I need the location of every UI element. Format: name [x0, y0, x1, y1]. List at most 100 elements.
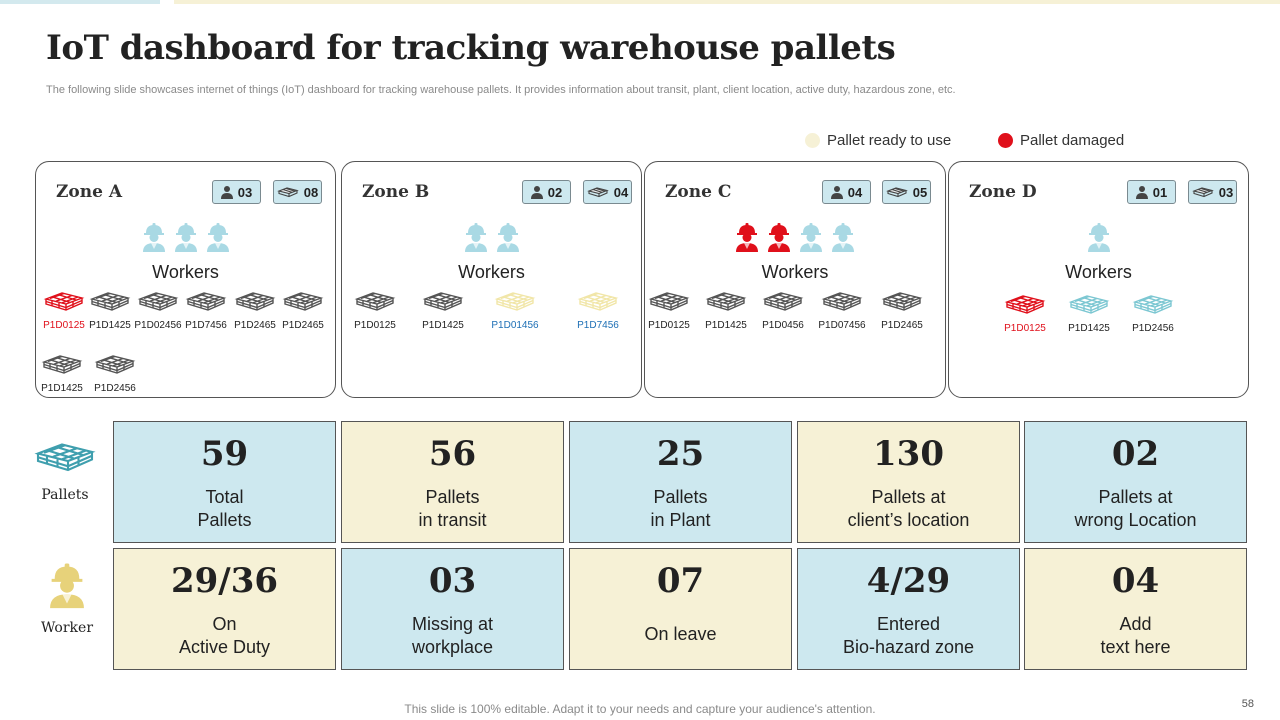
zone-workers-count-badge: 02 [522, 180, 571, 204]
pallet-item[interactable]: P1D1425 [415, 290, 471, 331]
pallet-id: P1D7456 [185, 320, 227, 331]
pallet-item[interactable]: P1D0125 [347, 290, 403, 331]
zone-workers-count-badge: 01 [1127, 180, 1176, 204]
zone-pallets-count-badge: 08 [273, 180, 322, 204]
legend-label: Pallet ready to use [827, 131, 952, 149]
pallet-icon [34, 353, 90, 377]
stat-value: 07 [656, 561, 705, 601]
pallet-item[interactable]: P1D2465 [275, 290, 331, 331]
badge-value: 02 [547, 184, 563, 200]
ready-dot-icon [805, 132, 820, 148]
badge-value: 03 [1218, 184, 1234, 200]
pallet-item[interactable]: P1D0456 [755, 290, 811, 331]
stat-label: Pallets in Plant [650, 487, 711, 530]
pallet-item[interactable]: P1D7456 [570, 290, 626, 331]
worker-icon [830, 222, 856, 257]
pallet-icon [487, 290, 543, 314]
stat-value: 4/29 [866, 561, 951, 601]
pallet-item[interactable]: P1D1425 [698, 290, 754, 331]
pallet-item[interactable]: P1D1425 [1061, 293, 1117, 334]
stat-label: On Active Duty [178, 614, 271, 657]
worker-icon [495, 222, 521, 257]
pallet-id: P1D02456 [134, 320, 182, 331]
pallet-id: P1D2465 [282, 320, 324, 331]
pallet-icon [178, 290, 234, 314]
stat-label: Add text here [1100, 614, 1171, 657]
worker-icon [141, 222, 167, 257]
stat-label: Pallets at wrong Location [1074, 487, 1197, 530]
stat-value: 03 [428, 561, 477, 601]
legend-item-damaged: Pallet damaged [998, 131, 1124, 149]
zone-card-d: Zone D 01 03 Workers [948, 161, 1249, 398]
pallet-item[interactable]: P1D1425 [34, 353, 90, 394]
worker-alert-icon [766, 222, 792, 257]
pallet-item[interactable]: P1D0125 [36, 290, 92, 331]
pallet-id: P1D0125 [354, 320, 396, 331]
footer-note: This slide is 100% editable. Adapt it to… [404, 702, 876, 716]
pallet-item[interactable]: P1D0125 [997, 293, 1053, 334]
pallet_row-stat-card: 56 Pallets in transit [341, 421, 564, 543]
page-title: IoT dashboard for tracking warehouse pal… [46, 28, 896, 68]
person-icon [530, 185, 543, 199]
badge-value: 04 [613, 184, 629, 200]
worker_row-stat-card: 04 Add text here [1024, 548, 1247, 670]
pallet-icon [641, 290, 697, 314]
pallet-item[interactable]: P1D01456 [487, 290, 543, 331]
pallet-item[interactable]: P1D2465 [227, 290, 283, 331]
legend-label: Pallet damaged [1020, 131, 1125, 149]
pallet-id: P1D07456 [818, 320, 866, 331]
pallet-icon [1125, 293, 1181, 317]
stat-label: Total Pallets [197, 487, 252, 530]
worker-icon [1086, 222, 1112, 257]
zone-workers-row [342, 222, 641, 257]
stat-value: 02 [1111, 434, 1160, 474]
pallet_row-stat-card: 02 Pallets at wrong Location [1024, 421, 1247, 543]
stat-value: 56 [428, 434, 477, 474]
worker-row-label: Worker [40, 620, 94, 636]
pallets-row-header: Pallets [30, 440, 100, 503]
stat-label: Pallets at client’s location [847, 487, 970, 530]
pallet-icon [32, 443, 98, 480]
workers-label: Workers [1065, 262, 1132, 282]
pallet-item[interactable]: P1D1425 [82, 290, 138, 331]
pallet-id: P1D2465 [881, 320, 923, 331]
pallet-id: P1D2456 [1132, 323, 1174, 334]
pallet-icon [570, 290, 626, 314]
zone-pallets-count-badge: 05 [882, 180, 931, 204]
pallet-item[interactable]: P1D0125 [641, 290, 697, 331]
pallet-id: P1D0456 [762, 320, 804, 331]
person-icon [220, 185, 233, 199]
worker-alert-icon [734, 222, 760, 257]
pallet-item[interactable]: P1D7456 [178, 290, 234, 331]
zone-card-c: Zone C 04 05 Workers [644, 161, 946, 398]
worker-icon [205, 222, 231, 257]
workers-label: Workers [761, 262, 829, 282]
zone-pallets-count-badge: 04 [583, 180, 632, 204]
pallet-id: P1D1425 [705, 320, 747, 331]
damaged-dot-icon [998, 132, 1013, 148]
pallet-id: P1D01456 [491, 320, 539, 331]
pallet-item[interactable]: P1D2456 [1125, 293, 1181, 334]
zone-workers-count-badge: 04 [822, 180, 871, 204]
pallet-icon [36, 290, 92, 314]
worker-icon [463, 222, 489, 257]
pallet-item[interactable]: P1D2456 [87, 353, 143, 394]
pallet-item[interactable]: P1D07456 [814, 290, 870, 331]
pallet-id: P1D0125 [1004, 323, 1046, 334]
worker_row-stat-card: 29/36 On Active Duty [113, 548, 336, 670]
pallet-icon [347, 290, 403, 314]
stat-label: Pallets in transit [418, 487, 487, 530]
pallet-icon [1061, 293, 1117, 317]
stat-label: Missing at workplace [411, 614, 494, 657]
zone-card-a: Zone A 03 08 Workers [35, 161, 336, 398]
stat-value: 04 [1111, 561, 1160, 601]
worker-icon [47, 563, 87, 613]
pallet-item[interactable]: P1D2465 [874, 290, 930, 331]
pallet-id: P1D2465 [234, 320, 276, 331]
pallet-item[interactable]: P1D02456 [130, 290, 186, 331]
pallet-icon [814, 290, 870, 314]
badge-value: 05 [912, 184, 928, 200]
workers-label: Workers [152, 262, 219, 282]
badge-value: 04 [847, 184, 863, 200]
worker_row-stat-card: 03 Missing at workplace [341, 548, 564, 670]
